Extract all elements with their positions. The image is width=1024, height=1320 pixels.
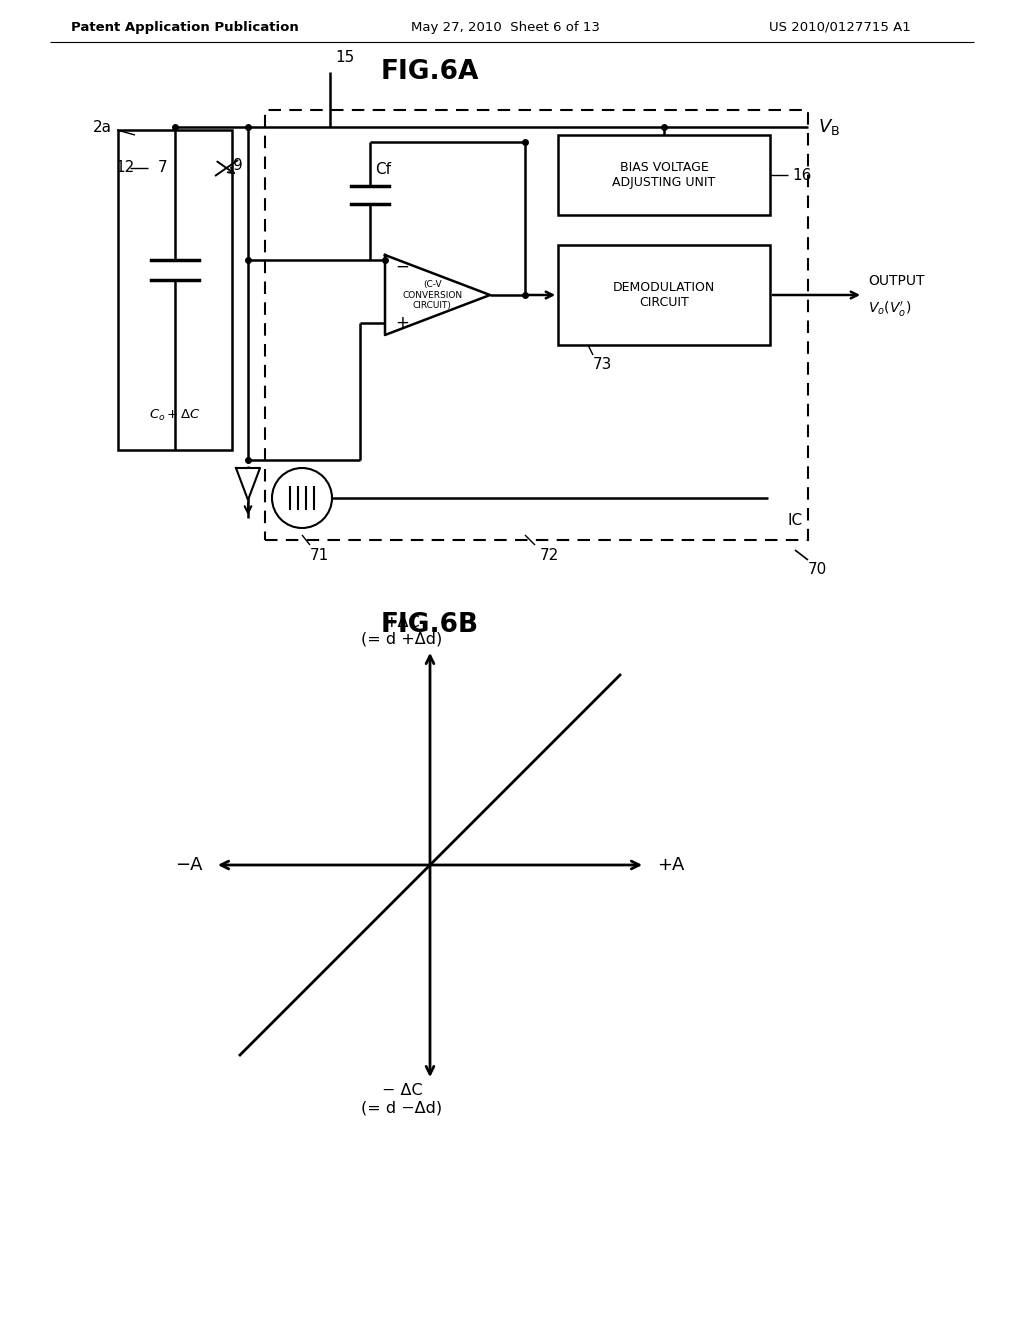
Text: 12: 12 [115, 161, 134, 176]
Text: Cf: Cf [375, 162, 391, 177]
Text: −: − [395, 257, 409, 276]
Text: +: + [395, 314, 409, 333]
Text: $C_o + \Delta C$: $C_o + \Delta C$ [150, 408, 201, 422]
Text: 7: 7 [158, 161, 167, 176]
Text: 15: 15 [335, 50, 354, 65]
Text: US 2010/0127715 A1: US 2010/0127715 A1 [769, 21, 911, 33]
Polygon shape [385, 255, 490, 335]
Bar [118, 129, 232, 450]
Polygon shape [236, 469, 260, 500]
Text: 2a: 2a [92, 120, 112, 135]
Text: − ΔC
(= d −Δd): − ΔC (= d −Δd) [361, 1082, 442, 1115]
Text: OUTPUT: OUTPUT [868, 275, 925, 288]
Text: (C-V
CONVERSION
CIRCUIT): (C-V CONVERSION CIRCUIT) [402, 280, 462, 310]
Bar [265, 110, 808, 540]
Text: 70: 70 [808, 562, 827, 577]
Text: Patent Application Publication: Patent Application Publication [71, 21, 299, 33]
Bar [558, 135, 770, 215]
Text: FIG.6A: FIG.6A [381, 59, 479, 84]
Text: IC: IC [787, 513, 803, 528]
Text: DEMODULATION
CIRCUIT: DEMODULATION CIRCUIT [613, 281, 715, 309]
Text: $V_{\mathrm{B}}$: $V_{\mathrm{B}}$ [818, 117, 840, 137]
Bar [558, 246, 770, 345]
Text: BIAS VOLTAGE
ADJUSTING UNIT: BIAS VOLTAGE ADJUSTING UNIT [612, 161, 716, 189]
Text: 16: 16 [792, 168, 811, 182]
Text: $V_o(V_o')$: $V_o(V_o')$ [868, 300, 911, 318]
Text: 72: 72 [540, 548, 559, 564]
Text: +ΔC
(= d +Δd): +ΔC (= d +Δd) [361, 615, 442, 647]
Text: −A: −A [175, 855, 203, 874]
Text: 9: 9 [233, 157, 243, 173]
Text: May 27, 2010  Sheet 6 of 13: May 27, 2010 Sheet 6 of 13 [411, 21, 599, 33]
Text: 73: 73 [593, 356, 612, 372]
Text: +A: +A [657, 855, 684, 874]
Text: FIG.6B: FIG.6B [381, 612, 479, 638]
Text: 71: 71 [310, 548, 330, 564]
